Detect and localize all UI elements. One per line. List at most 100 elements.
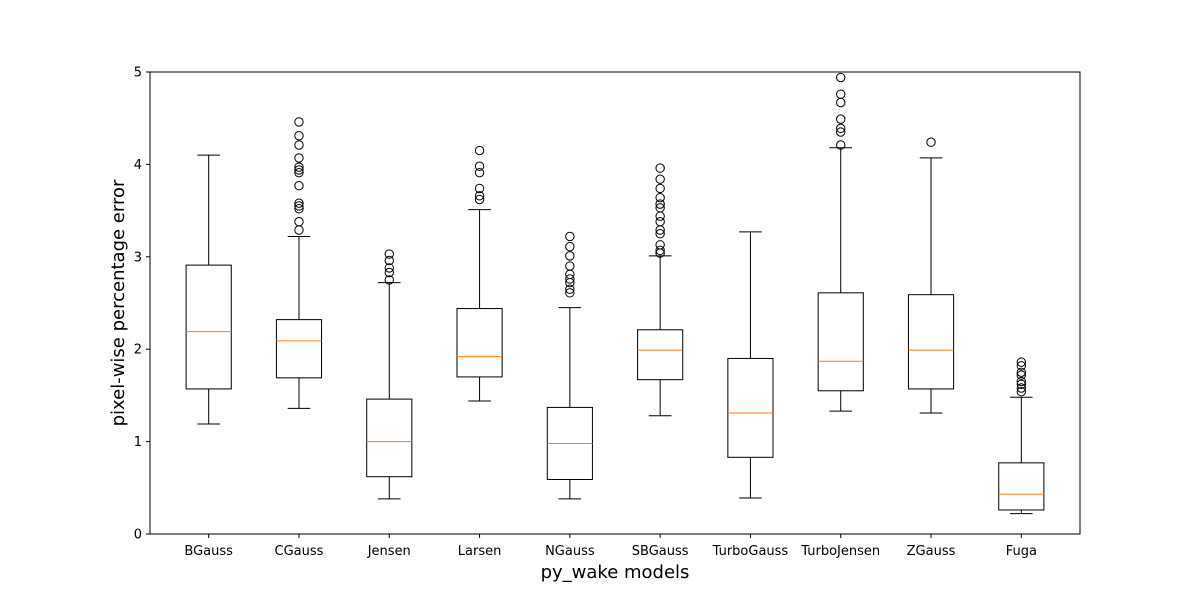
outlier-point [1016,370,1027,380]
outlier-point [294,168,304,178]
outlier-point [294,162,304,172]
box-7 [817,72,864,412]
outlier-point [294,204,304,214]
outlier-point [474,183,485,194]
outlier-point [474,168,485,178]
box-4 [546,231,593,500]
outlier-point [565,288,575,298]
outlier-point [836,114,846,124]
y-tick-label: 0 [134,528,142,543]
outlier-point [1016,383,1027,393]
box-0 [185,154,232,425]
outlier-point [1016,357,1027,367]
outlier-point [565,261,575,271]
outlier-point [294,117,304,127]
outlier-point [384,263,394,273]
outlier-point [836,140,846,150]
y-tick-label: 5 [134,66,142,81]
iqr-box [637,329,684,381]
outlier-point [836,89,846,99]
outlier-point [565,284,575,294]
y-axis-label: pixel-wise percentage error [108,179,129,426]
outlier-point [655,211,665,221]
outlier-point [294,165,304,175]
y-tick-label: 3 [134,250,142,265]
outlier-point [384,249,394,259]
outlier-point [655,183,665,194]
x-tick-label: TurboJensen [800,544,880,559]
plot-content [185,72,1045,515]
outlier-point [565,274,575,284]
iqr-box [998,462,1045,511]
x-tick-label: TurboGauss [712,544,789,559]
outlier-point [294,180,304,191]
box-8 [907,137,955,414]
y-axis-ticks: 0 1 2 3 4 5 [134,66,150,543]
outlier-point [384,267,394,278]
outlier-point [474,194,485,205]
outlier-point [655,174,665,184]
outlier-point [1016,379,1027,390]
x-tick-label: NGauss [545,544,595,559]
outlier-point [836,127,846,137]
outlier-point [926,137,936,147]
x-tick-label: Fuga [1006,544,1037,559]
iqr-box [907,294,955,390]
y-tick-label: 4 [134,158,142,173]
x-tick-label: Jensen [367,544,411,559]
box-1 [275,117,323,409]
outlier-point [384,275,394,285]
outlier-point [294,225,304,235]
outlier-point [655,240,665,250]
outlier-point [294,198,304,208]
outlier-point [1016,367,1027,377]
outlier-point [655,245,665,256]
outlier-point [565,241,575,252]
outlier-point [565,251,575,261]
axes-frame [149,71,1081,535]
box-2 [366,249,413,500]
box-3 [456,145,503,402]
outlier-point [836,97,846,108]
outlier-point [294,201,304,211]
outlier-point [655,216,665,227]
x-tick-label: CGauss [275,544,324,559]
box-9 [998,357,1045,515]
outlier-point [655,229,665,239]
iqr-box [727,357,774,458]
x-tick-label: Larsen [458,544,502,559]
iqr-box [366,398,413,478]
box-6 [727,231,774,499]
outlier-point [655,199,665,209]
outlier-point [384,255,394,266]
outlier-point [655,225,665,235]
outlier-point [1016,387,1027,397]
x-tick-label: SBGauss [632,544,689,559]
outlier-point [474,161,485,171]
outlier-point [836,123,846,134]
x-axis-label: py_wake models [541,562,690,583]
outlier-point [565,277,575,288]
x-tick-label: BGauss [184,544,233,559]
outlier-point [294,153,304,163]
outlier-point [655,192,665,203]
box-5 [637,163,684,417]
outlier-point [655,203,665,213]
y-tick-label: 1 [134,435,142,450]
outlier-point [1016,361,1027,371]
outlier-point [565,231,575,242]
x-tick-label: ZGauss [907,544,956,559]
outlier-point [474,145,485,156]
iqr-box [817,292,864,392]
iqr-box [275,319,323,379]
outlier-point [655,163,665,173]
outlier-point [294,140,304,150]
outlier-point [836,72,846,83]
outlier-point [294,131,304,141]
iqr-box [456,308,503,378]
x-axis-ticks: BGauss CGauss Jensen Larsen NGauss SBGauss Tur… [184,534,1037,559]
iqr-box [185,264,232,390]
outlier-point [294,216,304,227]
